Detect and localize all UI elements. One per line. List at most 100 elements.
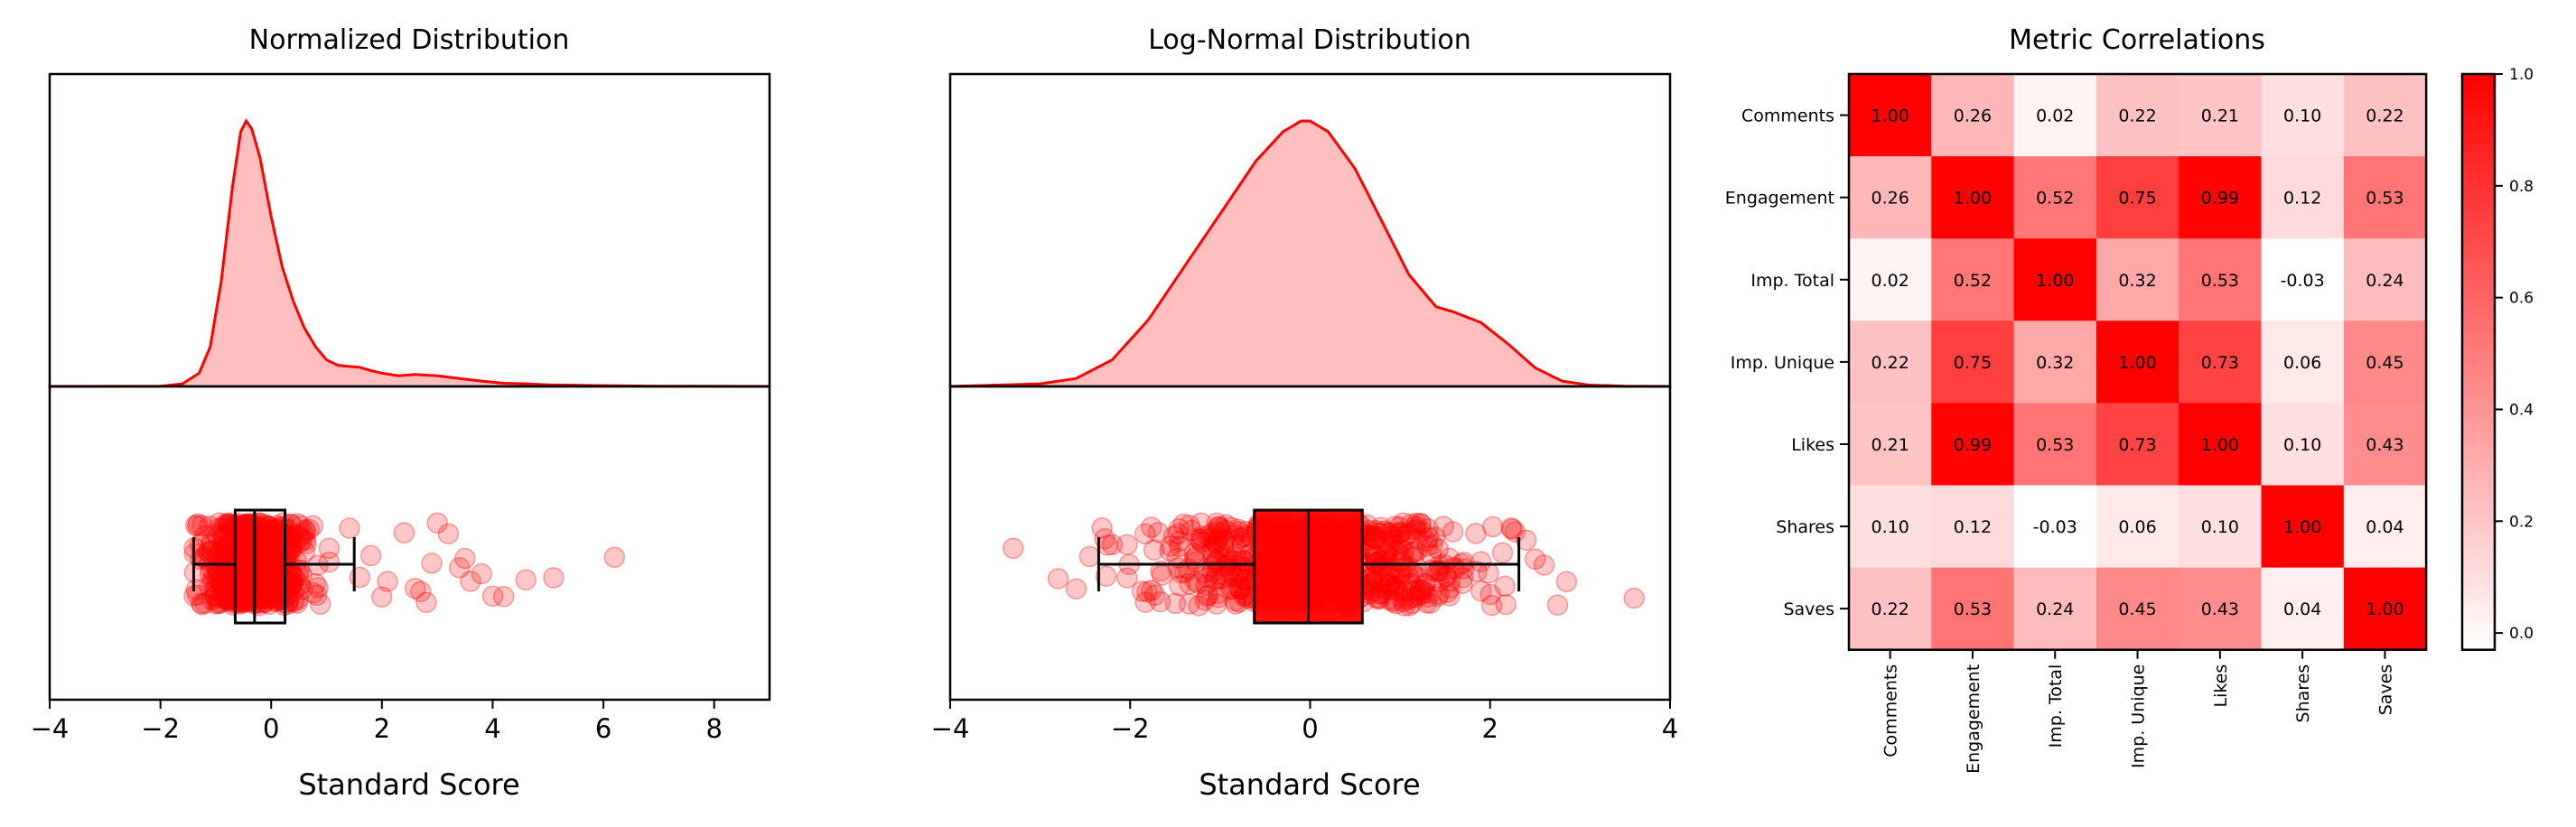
data-point (247, 548, 268, 570)
heatmap-cell (1849, 156, 1932, 239)
data-point (201, 540, 223, 562)
data-point (245, 586, 267, 608)
data-point (241, 558, 263, 581)
data-point (255, 544, 277, 565)
data-point (1480, 594, 1503, 617)
data-point (1400, 513, 1422, 535)
data-point (247, 549, 269, 571)
data-point (251, 587, 274, 609)
data-point (1426, 585, 1449, 608)
heatmap-cell (2013, 567, 2097, 651)
heatmap-cell (1849, 321, 1932, 404)
data-point (294, 520, 317, 543)
heatmap-cell (2179, 74, 2262, 157)
data-point (1221, 578, 1243, 599)
heatmap-cell (2013, 403, 2097, 486)
heatmap-cell (2261, 238, 2345, 321)
x-tick-label: Engagement (1964, 664, 1983, 774)
data-point (205, 567, 228, 590)
data-point (1394, 581, 1415, 602)
data-point (1224, 547, 1246, 569)
cell-value-label: 0.10 (2283, 435, 2321, 455)
data-point (255, 559, 277, 581)
data-point (275, 534, 298, 557)
data-point (289, 531, 312, 553)
heatmap-cell (2343, 567, 2427, 651)
data-point (1384, 579, 1406, 601)
cell-value-label: 1.00 (2036, 271, 2074, 291)
data-point (285, 550, 307, 571)
data-point (282, 572, 304, 595)
data-point (207, 545, 229, 567)
x-tick-label: −4 (31, 713, 70, 744)
data-point (1204, 570, 1226, 592)
data-point (186, 515, 209, 537)
data-point (221, 539, 244, 562)
data-point (266, 583, 288, 606)
data-point (283, 525, 304, 547)
data-point (1184, 571, 1207, 592)
data-point (1206, 512, 1227, 534)
data-point (246, 555, 268, 577)
data-point (260, 557, 282, 579)
data-point (1201, 522, 1223, 544)
data-point (227, 560, 248, 582)
data-point (255, 515, 277, 536)
heatmap-cell (2343, 238, 2427, 321)
y-tick-label: Shares (1776, 517, 1834, 537)
data-point (210, 539, 231, 561)
data-point (1116, 567, 1138, 589)
data-point (191, 515, 213, 536)
data-point (237, 546, 258, 569)
data-point (247, 546, 269, 569)
heatmap-cell (2179, 156, 2262, 239)
data-point (272, 556, 294, 578)
data-point (242, 588, 264, 610)
cell-value-label: 0.04 (2283, 599, 2321, 619)
y-tick-label: Saves (1783, 599, 1834, 619)
data-point (257, 519, 280, 542)
data-point (228, 565, 249, 587)
data-point (247, 534, 269, 556)
outlier-point (1555, 571, 1578, 593)
data-point (1206, 552, 1227, 573)
data-point (1415, 592, 1438, 614)
data-point (260, 521, 283, 543)
data-point (1378, 573, 1401, 596)
data-point (1210, 523, 1233, 544)
x-tick-label: −2 (141, 713, 180, 744)
data-point (259, 588, 281, 609)
data-point (202, 568, 224, 590)
data-point (241, 555, 264, 578)
data-point (237, 545, 258, 567)
data-point (1410, 513, 1432, 535)
data-point (1428, 583, 1450, 605)
data-point (272, 516, 294, 537)
data-point (1373, 579, 1395, 600)
data-point (292, 578, 313, 600)
data-point (242, 567, 264, 590)
cell-value-label: 0.99 (1954, 435, 1992, 455)
data-point (201, 533, 223, 555)
data-point (257, 567, 280, 590)
data-point (247, 534, 269, 557)
data-point (226, 556, 247, 579)
data-point (258, 559, 281, 581)
data-point (1397, 522, 1420, 544)
data-point (1434, 565, 1457, 587)
data-point (1201, 561, 1224, 583)
data-point (1205, 532, 1227, 554)
data-point (247, 542, 268, 563)
data-point (1147, 521, 1170, 544)
data-point (1401, 592, 1423, 615)
cell-value-label: 0.10 (2201, 517, 2239, 537)
data-point (1173, 562, 1196, 583)
data-point (1398, 556, 1421, 579)
data-point (1369, 522, 1392, 544)
data-point (260, 560, 283, 581)
data-point (266, 526, 288, 549)
data-point (318, 551, 341, 573)
data-point (245, 577, 267, 599)
data-point (281, 571, 303, 593)
data-point (1400, 572, 1422, 594)
